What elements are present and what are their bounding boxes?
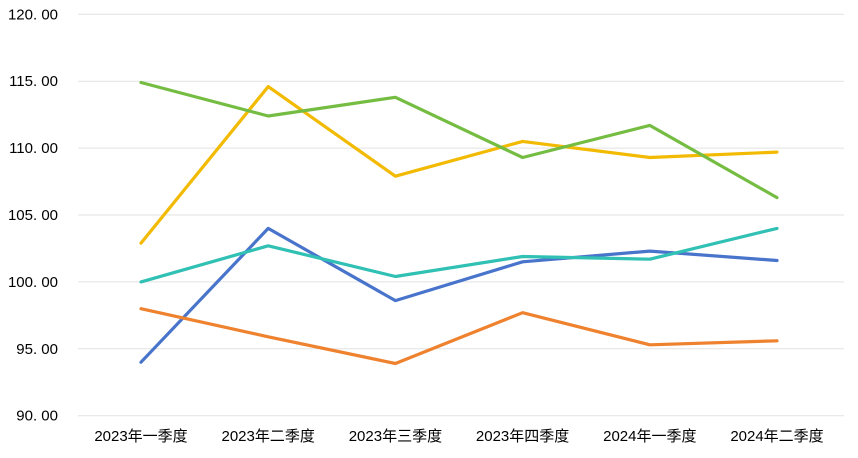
- y-axis-tick-label: 100. 00: [8, 274, 58, 291]
- y-axis-tick-label: 105. 00: [8, 207, 58, 224]
- x-axis-labels: 2023年一季度 2023年二季度 2023年三季度 2023年四季度 2024年一季度…: [94, 428, 823, 445]
- y-axis-labels: 90. 00 95. 00 100. 00 105. 00 110. 00 115. 00…: [8, 6, 58, 424]
- series-line-yellow[interactable]: [139, 84, 779, 245]
- series-line-blue[interactable]: [139, 226, 779, 364]
- y-axis-tick-label: 120. 00: [8, 6, 58, 23]
- gridlines: [78, 13, 844, 417]
- y-axis-tick-label: 115. 00: [9, 73, 58, 90]
- x-axis-tick-label: 2023年二季度: [222, 428, 315, 445]
- x-axis-tick-label: 2024年一季度: [603, 428, 696, 445]
- y-axis-tick-label: 110. 00: [9, 140, 58, 157]
- x-axis-tick-label: 2023年三季度: [349, 428, 442, 445]
- x-axis-tick-label: 2024年二季度: [730, 428, 823, 445]
- series-line-green[interactable]: [139, 80, 779, 200]
- x-axis-tick-label: 2023年一季度: [94, 428, 187, 445]
- series-line-orange[interactable]: [139, 307, 779, 366]
- series-line-teal[interactable]: [139, 226, 779, 284]
- y-axis-tick-label: 95. 00: [16, 341, 58, 358]
- x-axis-tick-label: 2023年四季度: [476, 428, 569, 445]
- y-axis-tick-label: 90. 00: [16, 408, 58, 425]
- series-lines: [139, 80, 779, 366]
